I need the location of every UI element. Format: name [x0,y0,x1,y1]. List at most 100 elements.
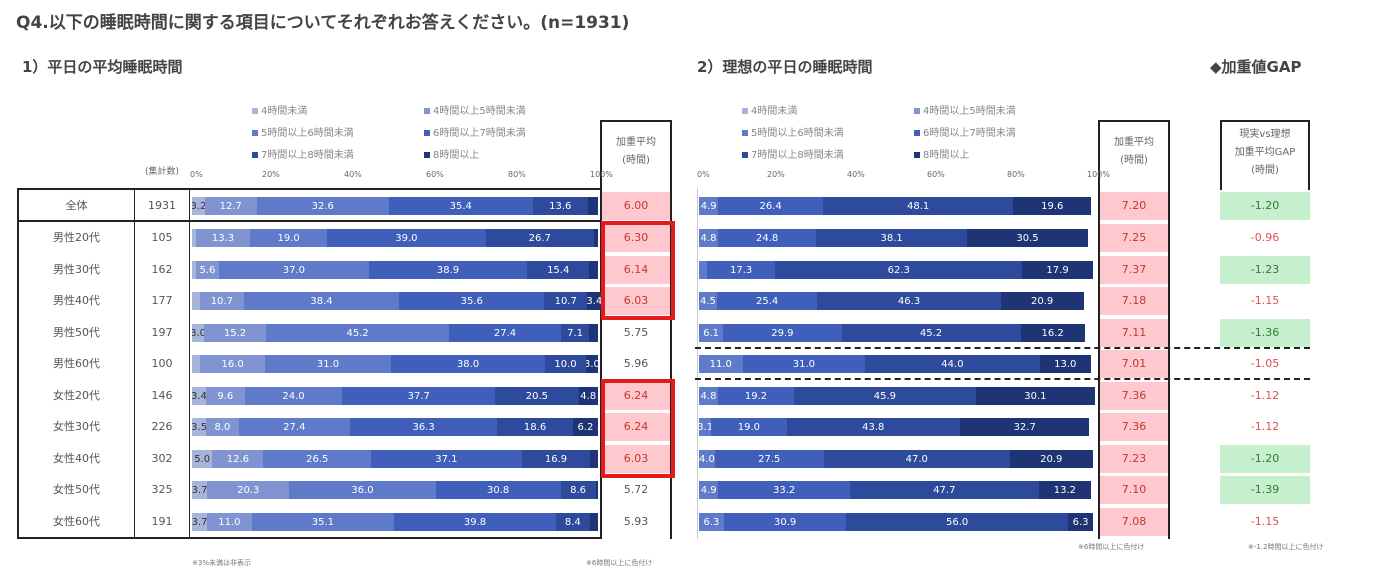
bar-segment: 26.4 [718,197,823,215]
gap-value: -1.12 [1250,420,1280,433]
bar-segment: 31.0 [742,355,866,373]
bar-ideal: 4.9 26.4 48.1 19.6 [699,197,1095,215]
legend-item: 4時間未満 [742,104,797,119]
bar-segment: 38.1 [816,229,968,247]
chart2-x-axis: 0% 20% 40% 60% 80% 100% [697,170,1110,182]
legend-label: 5時間以上6時間未満 [751,128,844,139]
legend-swatch [252,130,258,136]
legend-label: 4時間以上5時間未満 [923,106,1016,117]
bar-ideal: 4.5 25.4 46.3 20.9 [699,292,1095,310]
avg-ideal: 7.23 [1100,445,1168,473]
bar-segment: 15.4 [526,261,590,279]
bar-segment: 26.5 [263,450,372,468]
legend-swatch [742,108,748,114]
bar-actual: 5.6 37.0 38.9 15.4 [192,261,598,279]
x-tick-label: 0% [697,170,710,179]
gap-title: ◆加重値GAP [1210,58,1302,76]
table-header-rule [17,220,600,222]
bar-segment: 4.9 [699,197,719,215]
bar-segment: 39.8 [394,513,556,531]
bar-segment: 36.3 [349,418,498,436]
bar-actual: 3.5 8.0 27.4 36.3 18.6 6.2 [192,418,598,436]
legend-label: 8時間以上 [923,150,970,161]
bar-segment: 38.0 [390,355,546,373]
x-tick-label: 100% [1087,170,1110,179]
bar-segment: 20.9 [1000,292,1084,310]
footnote-right2: ※-1.2時間以上に色付け [1248,543,1324,551]
bar-segment: 43.8 [786,418,960,436]
bar-segment: 32.6 [256,197,389,215]
avg1-right-rule [670,188,672,539]
row-n: 1931 [148,199,176,212]
legend-label: 7時間以上8時間未満 [261,150,354,161]
legend-item: 7時間以上8時間未満 [742,148,844,163]
bar-segment: 19.6 [1013,197,1092,215]
legend-item: 5時間以上6時間未満 [742,126,844,141]
bar-actual: 3.4 9.6 24.0 37.7 20.5 4.8 [192,387,598,405]
bar-segment: 31.0 [265,355,391,373]
table-left-rule [17,188,19,539]
bar-segment: 9.6 [205,387,245,405]
bar-segment [587,197,598,215]
gap-value: -1.36 [1220,319,1310,347]
x-tick-label: 80% [508,170,526,179]
legend-item: 4時間未満 [252,104,307,119]
row-label: 男性20代 [53,231,100,244]
bar-segment: 62.3 [775,261,1023,279]
footnote-right1: ※6時間以上に色付け [1078,543,1145,551]
bar-segment: 4.8 [699,229,718,247]
bar-segment: 35.4 [388,197,533,215]
bar-segment: 45.9 [794,387,976,405]
gap-value: -1.12 [1250,389,1280,402]
avg-ideal: 7.18 [1100,287,1168,315]
avg-actual: 6.03 [602,445,670,473]
avg-actual: 6.24 [602,382,670,410]
legend-item: 8時間以上 [914,148,969,163]
bar-segment: 17.3 [706,261,776,279]
avg-header-label: 加重平均 [1114,137,1154,148]
row-label: 全体 [65,199,88,212]
highlight-box-female [601,379,675,478]
bar-segment [590,450,598,468]
gap-value: -1.39 [1220,476,1310,504]
bar-segment: 30.9 [723,513,847,531]
bar-segment: 13.0 [1039,355,1092,373]
bar-actual: 10.7 38.4 35.6 10.7 3.4 [192,292,602,310]
bar-segment: 37.1 [371,450,522,468]
bar-segment: 27.5 [714,450,824,468]
avg-actual: 6.24 [602,413,670,441]
legend-label: 5時間以上6時間未満 [261,128,354,139]
bar-segment: 11.0 [699,355,743,373]
bar-segment [595,481,598,499]
x-tick-label: 60% [927,170,945,179]
avg1-left-rule [600,188,602,539]
x-tick-label: 20% [767,170,785,179]
row-n: 100 [151,357,173,370]
avg-actual: 6.00 [602,192,670,220]
gap-header-line1: 現実vs理想 [1239,129,1291,140]
bar-segment [192,355,201,373]
bar-segment: 45.2 [265,324,450,342]
bar-segment: 27.4 [449,324,561,342]
bar-segment: 33.2 [718,481,850,499]
bar-segment: 27.4 [238,418,350,436]
bar-segment: 38.9 [369,261,527,279]
row-label: 女性60代 [53,515,100,528]
bar-segment: 10.7 [200,292,244,310]
bar-segment: 8.4 [555,513,590,531]
avg-ideal: 7.01 [1100,350,1168,378]
row-n: 146 [151,389,173,402]
bar-ideal: 4.0 27.5 47.0 20.9 [699,450,1095,468]
row-label: 男性60代 [53,357,100,370]
legend-item: 5時間以上6時間未満 [252,126,354,141]
bar-segment: 18.6 [497,418,573,436]
row-n: 191 [151,515,173,528]
gap-header: 現実vs理想 加重平均GAP (時間) [1220,120,1310,190]
x-tick-label: 80% [1007,170,1025,179]
legend-label: 6時間以上7時間未満 [433,128,526,139]
bar-segment: 46.3 [817,292,1001,310]
bar-segment: 4.0 [699,450,715,468]
legend-swatch [424,152,430,158]
bar-segment: 19.0 [250,229,328,247]
avg-header-label: 加重平均 [616,137,656,148]
